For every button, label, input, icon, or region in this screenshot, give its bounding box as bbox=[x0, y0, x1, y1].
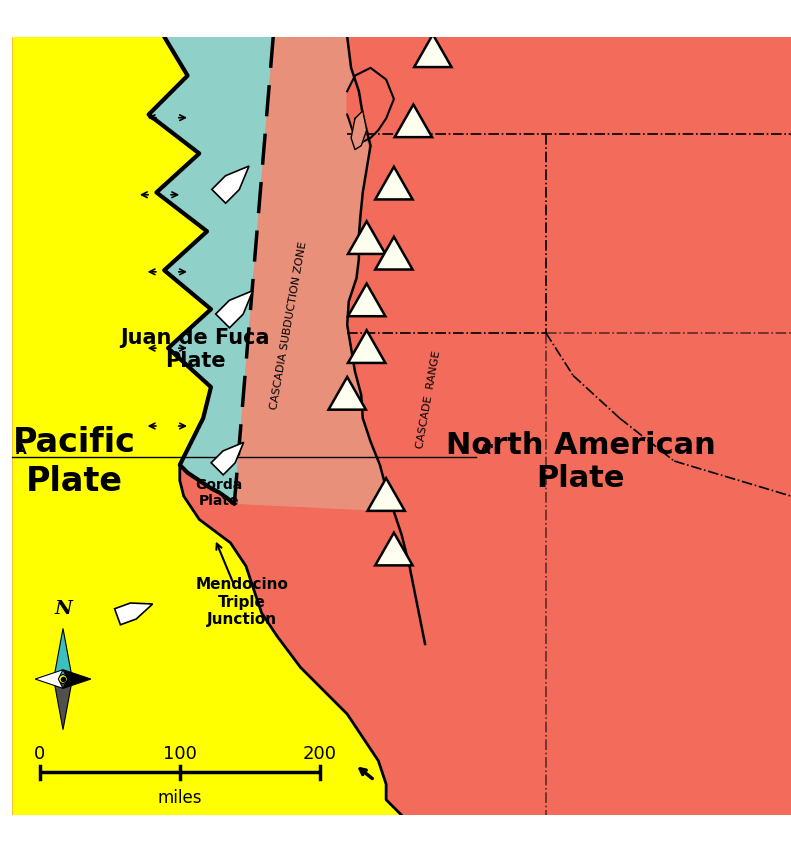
Polygon shape bbox=[375, 237, 413, 270]
Text: Mendocino
Triple
Junction: Mendocino Triple Junction bbox=[195, 577, 289, 626]
Polygon shape bbox=[35, 670, 63, 688]
Polygon shape bbox=[13, 38, 402, 815]
Polygon shape bbox=[328, 378, 366, 410]
Text: CASCADE  RANGE: CASCADE RANGE bbox=[415, 350, 442, 449]
Polygon shape bbox=[348, 331, 385, 363]
Text: CASCADIA SUBDUCTION ZONE: CASCADIA SUBDUCTION ZONE bbox=[269, 241, 308, 410]
Polygon shape bbox=[395, 105, 432, 138]
Polygon shape bbox=[211, 443, 244, 475]
Text: North American
Plate: North American Plate bbox=[446, 430, 716, 493]
Polygon shape bbox=[351, 112, 367, 150]
Polygon shape bbox=[414, 35, 452, 68]
Text: A': A' bbox=[479, 442, 494, 456]
Text: miles: miles bbox=[157, 788, 202, 806]
Text: 200: 200 bbox=[303, 744, 337, 762]
Text: 0: 0 bbox=[34, 744, 45, 762]
Polygon shape bbox=[149, 38, 273, 504]
Polygon shape bbox=[115, 603, 153, 625]
Polygon shape bbox=[63, 670, 91, 688]
Text: Juan de Fuca
Plate: Juan de Fuca Plate bbox=[120, 328, 270, 370]
Polygon shape bbox=[54, 629, 72, 679]
Polygon shape bbox=[375, 533, 413, 566]
Text: Pacific
Plate: Pacific Plate bbox=[13, 426, 136, 497]
Text: 100: 100 bbox=[163, 744, 197, 762]
Text: Gorda
Plate: Gorda Plate bbox=[195, 478, 242, 508]
Text: N: N bbox=[54, 599, 72, 617]
Polygon shape bbox=[375, 167, 413, 200]
Polygon shape bbox=[368, 479, 405, 511]
Polygon shape bbox=[347, 69, 394, 142]
Polygon shape bbox=[234, 38, 394, 512]
Polygon shape bbox=[348, 222, 385, 255]
Polygon shape bbox=[216, 291, 253, 328]
Polygon shape bbox=[54, 679, 72, 730]
Text: A: A bbox=[17, 442, 27, 456]
Polygon shape bbox=[348, 284, 385, 316]
Polygon shape bbox=[212, 167, 249, 204]
